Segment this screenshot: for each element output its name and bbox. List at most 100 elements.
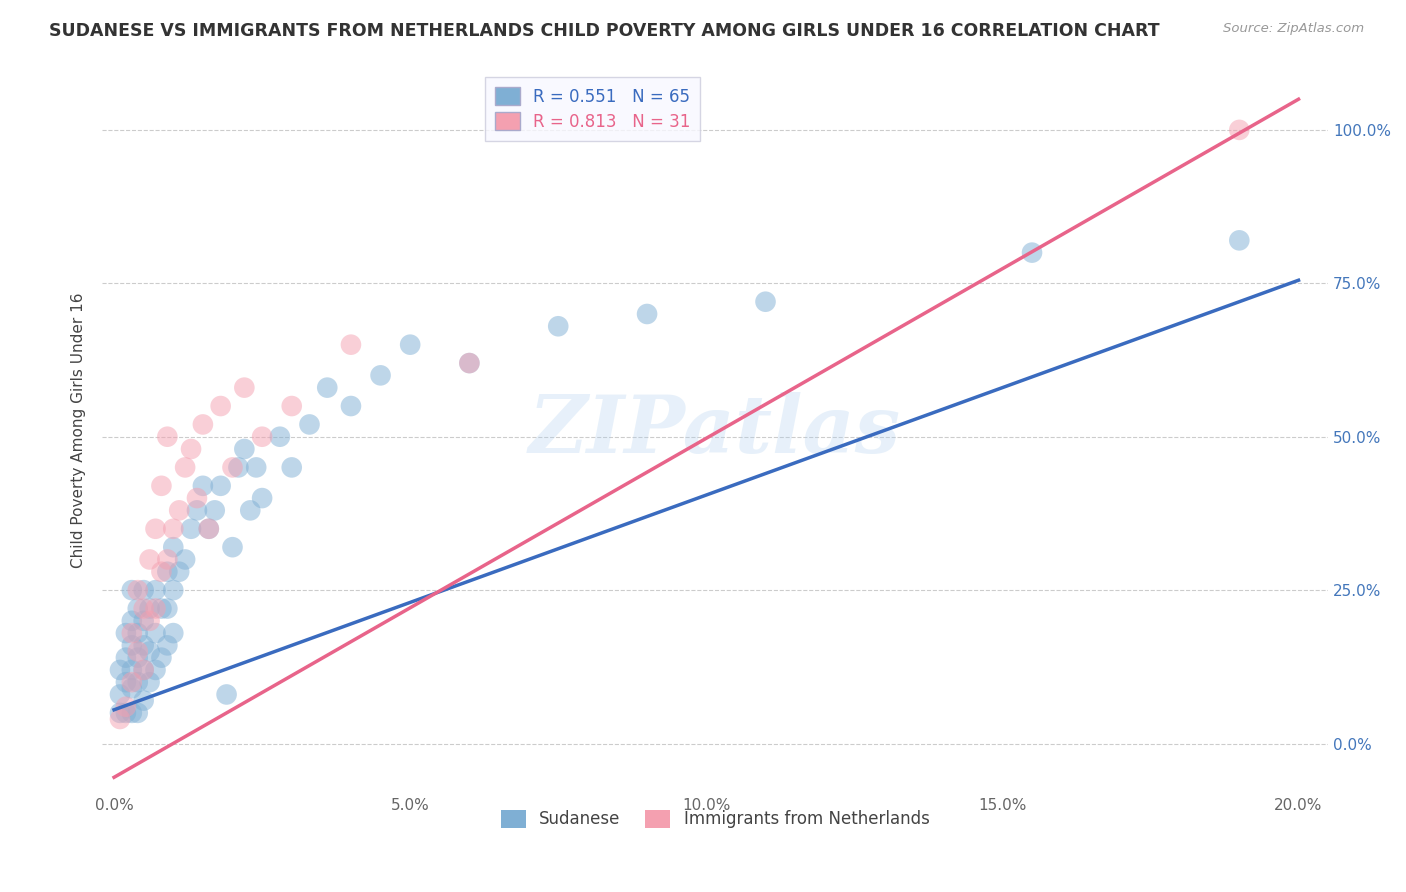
Point	[115, 675, 138, 690]
Point	[132, 663, 155, 677]
Point	[121, 614, 143, 628]
Point	[138, 552, 160, 566]
Point	[186, 503, 208, 517]
Point	[121, 639, 143, 653]
Point	[127, 583, 149, 598]
Point	[754, 294, 776, 309]
Point	[121, 583, 143, 598]
Point	[269, 430, 291, 444]
Point	[145, 583, 167, 598]
Point	[239, 503, 262, 517]
Point	[180, 442, 202, 456]
Point	[108, 688, 131, 702]
Point	[298, 417, 321, 432]
Point	[233, 442, 256, 456]
Point	[340, 337, 363, 351]
Point	[167, 565, 190, 579]
Point	[150, 565, 173, 579]
Point	[198, 522, 221, 536]
Text: ZIPatlas: ZIPatlas	[529, 392, 901, 469]
Point	[1227, 123, 1250, 137]
Point	[221, 540, 243, 554]
Point	[150, 601, 173, 615]
Point	[228, 460, 250, 475]
Point	[127, 601, 149, 615]
Point	[186, 491, 208, 505]
Point	[132, 639, 155, 653]
Point	[209, 479, 232, 493]
Text: Source: ZipAtlas.com: Source: ZipAtlas.com	[1223, 22, 1364, 36]
Point	[174, 552, 197, 566]
Point	[162, 522, 184, 536]
Point	[370, 368, 392, 383]
Point	[204, 503, 226, 517]
Point	[215, 688, 238, 702]
Point	[121, 706, 143, 720]
Point	[162, 626, 184, 640]
Point	[121, 681, 143, 696]
Point	[108, 712, 131, 726]
Text: SUDANESE VS IMMIGRANTS FROM NETHERLANDS CHILD POVERTY AMONG GIRLS UNDER 16 CORRE: SUDANESE VS IMMIGRANTS FROM NETHERLANDS …	[49, 22, 1160, 40]
Point	[145, 663, 167, 677]
Point	[121, 663, 143, 677]
Point	[108, 663, 131, 677]
Point	[138, 644, 160, 658]
Point	[115, 626, 138, 640]
Point	[1021, 245, 1043, 260]
Point	[233, 381, 256, 395]
Point	[250, 430, 273, 444]
Point	[121, 675, 143, 690]
Point	[145, 522, 167, 536]
Point	[180, 522, 202, 536]
Point	[138, 675, 160, 690]
Point	[132, 693, 155, 707]
Point	[121, 626, 143, 640]
Point	[250, 491, 273, 505]
Point	[115, 699, 138, 714]
Point	[127, 626, 149, 640]
Point	[156, 601, 179, 615]
Point	[316, 381, 339, 395]
Point	[115, 706, 138, 720]
Point	[138, 601, 160, 615]
Point	[198, 522, 221, 536]
Point	[280, 399, 302, 413]
Point	[156, 565, 179, 579]
Point	[150, 650, 173, 665]
Point	[221, 460, 243, 475]
Point	[115, 650, 138, 665]
Point	[162, 583, 184, 598]
Point	[458, 356, 481, 370]
Point	[132, 583, 155, 598]
Point	[108, 706, 131, 720]
Point	[245, 460, 267, 475]
Point	[150, 479, 173, 493]
Point	[145, 601, 167, 615]
Legend: Sudanese, Immigrants from Netherlands: Sudanese, Immigrants from Netherlands	[494, 803, 936, 835]
Point	[458, 356, 481, 370]
Point	[174, 460, 197, 475]
Point	[1227, 233, 1250, 247]
Point	[636, 307, 658, 321]
Point	[399, 337, 422, 351]
Point	[156, 552, 179, 566]
Point	[156, 639, 179, 653]
Point	[138, 614, 160, 628]
Point	[191, 417, 214, 432]
Point	[132, 614, 155, 628]
Point	[191, 479, 214, 493]
Point	[340, 399, 363, 413]
Point	[127, 650, 149, 665]
Point	[127, 644, 149, 658]
Point	[156, 430, 179, 444]
Point	[209, 399, 232, 413]
Y-axis label: Child Poverty Among Girls Under 16: Child Poverty Among Girls Under 16	[72, 293, 86, 568]
Point	[280, 460, 302, 475]
Point	[127, 675, 149, 690]
Point	[162, 540, 184, 554]
Point	[132, 601, 155, 615]
Point	[145, 626, 167, 640]
Point	[132, 663, 155, 677]
Point	[167, 503, 190, 517]
Point	[547, 319, 569, 334]
